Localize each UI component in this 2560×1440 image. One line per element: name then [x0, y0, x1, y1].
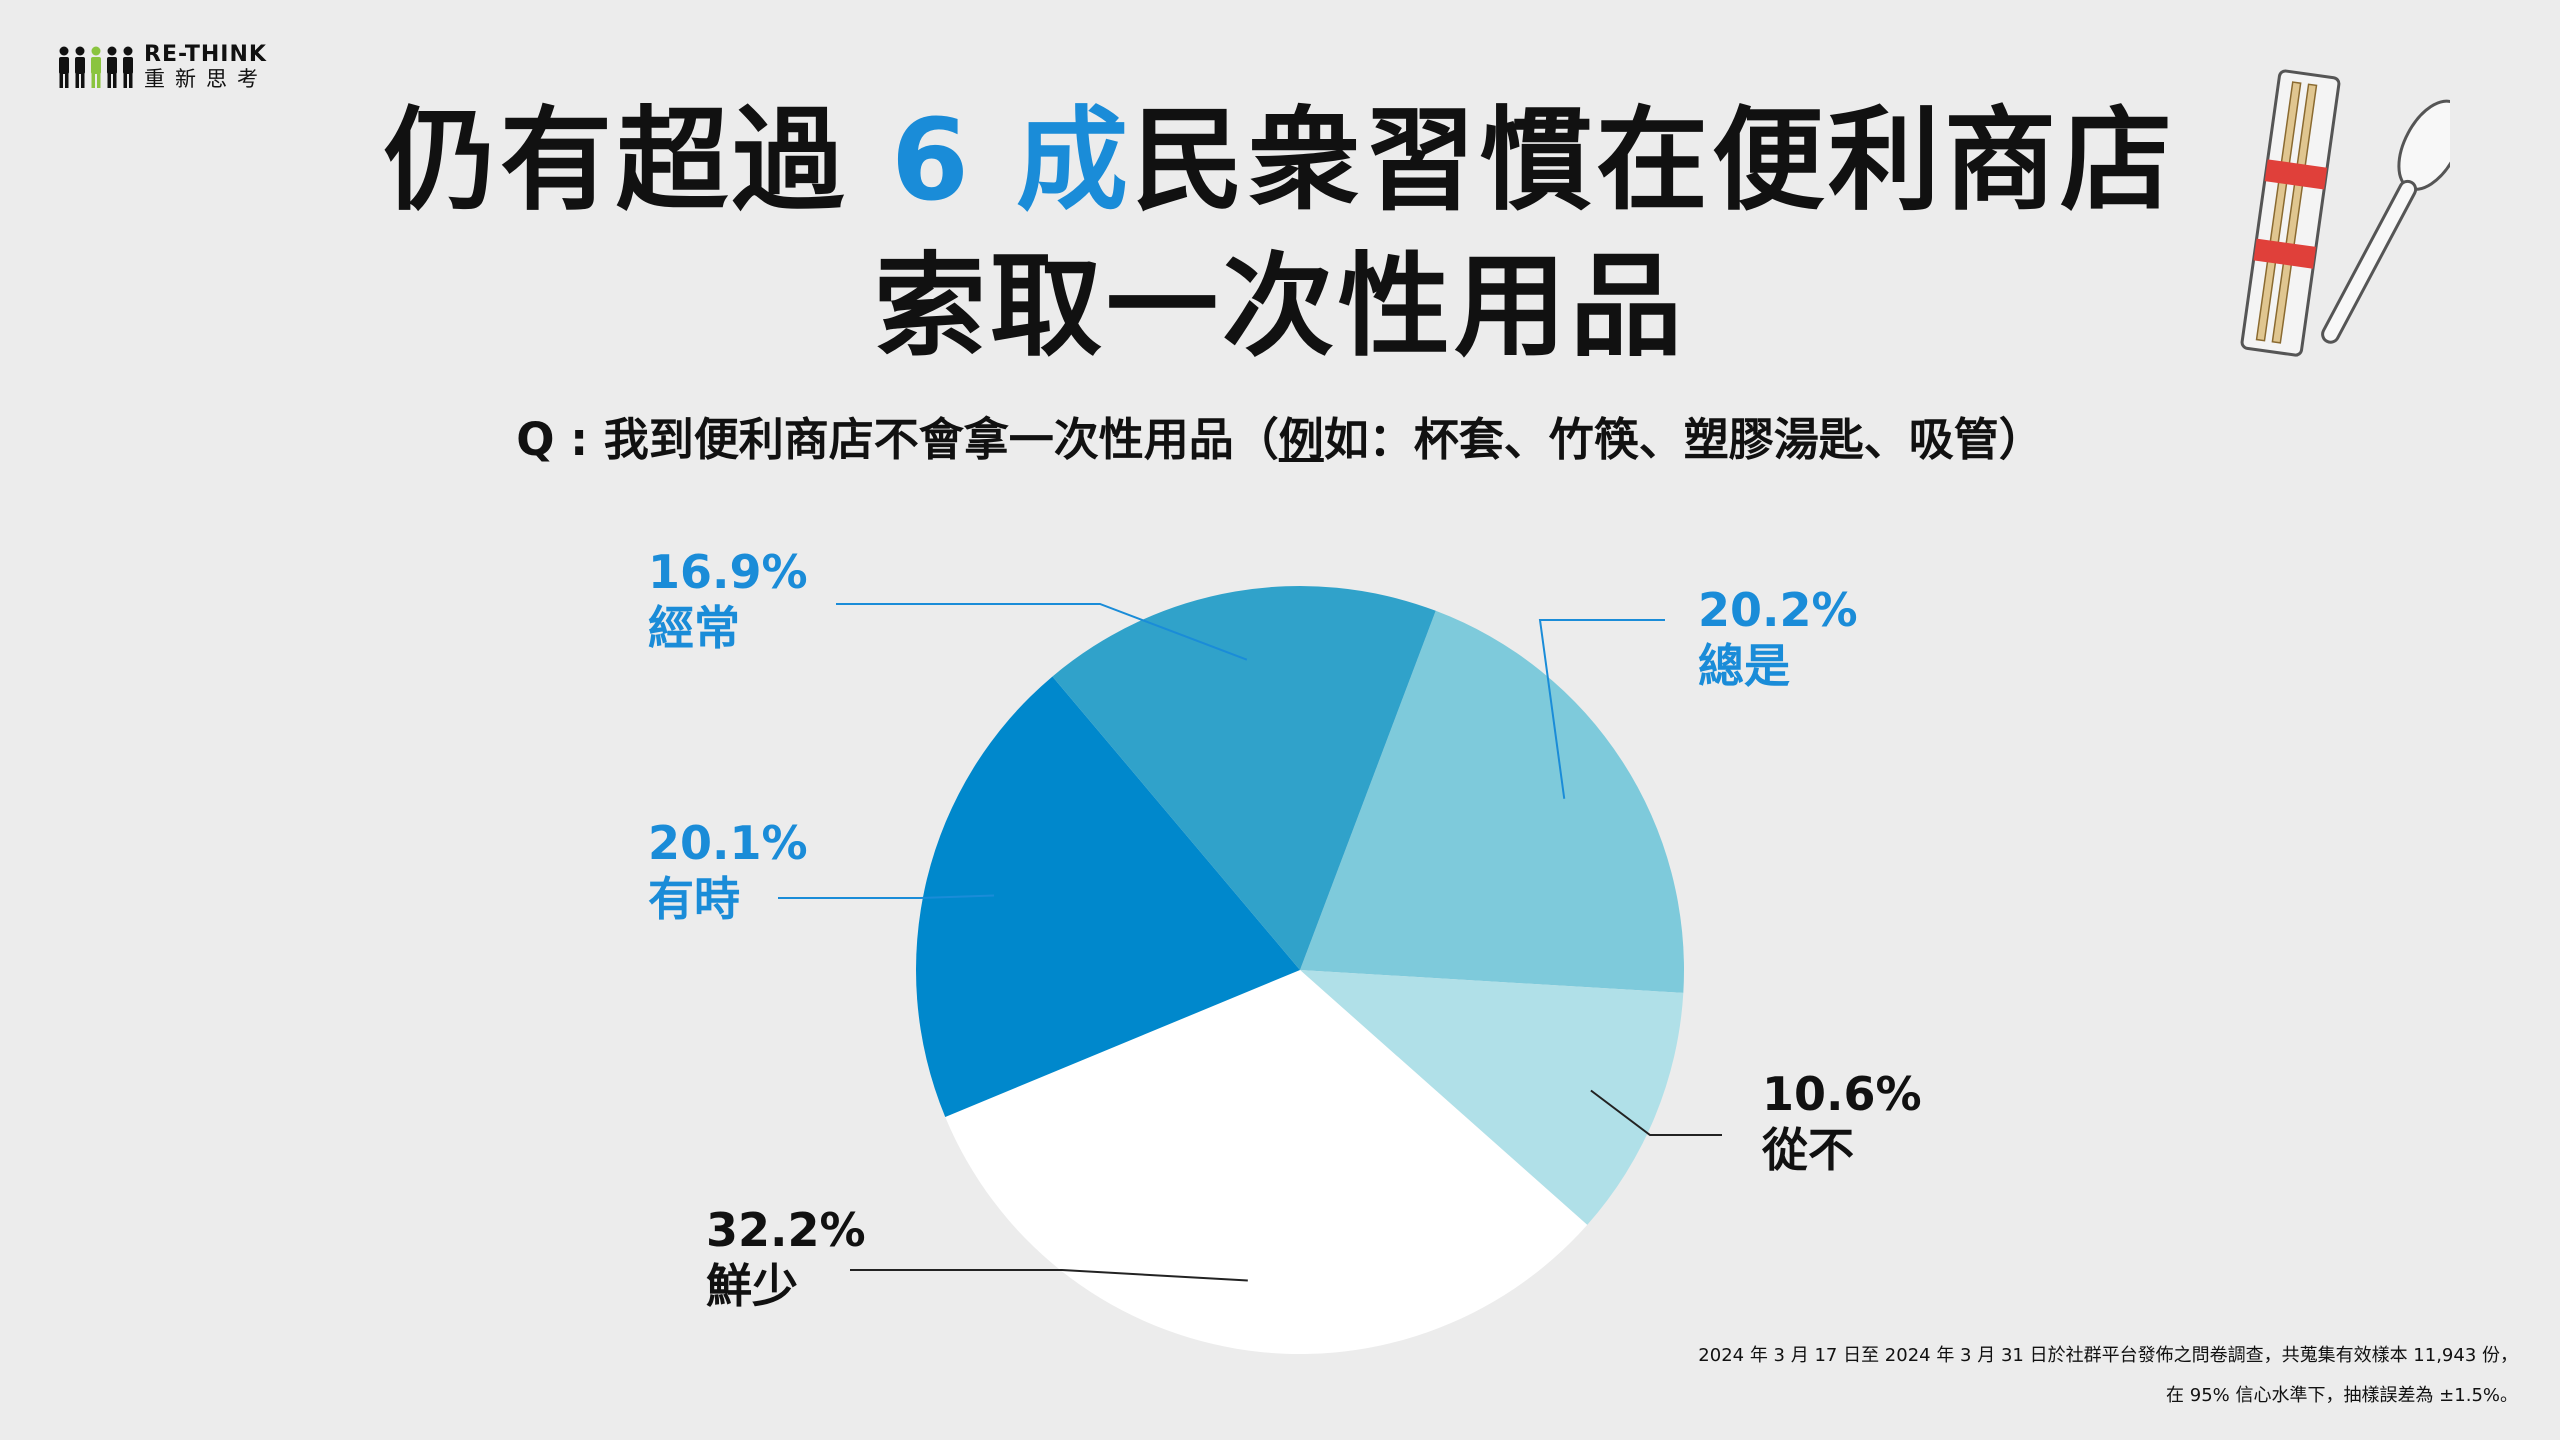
question-underlined: 例 [1278, 413, 1324, 466]
slice-value-always: 20.2% [1698, 583, 1858, 637]
slice-label-sometimes: 20.1% 有時 [648, 815, 808, 927]
slice-category-sometimes: 有時 [648, 872, 740, 926]
footnote-line-1: 2024 年 3 月 17 日至 2024 年 3 月 31 日於社群平台發佈之… [1698, 1345, 2518, 1366]
person-icon [123, 46, 133, 88]
slice-label-often: 16.9% 經常 [648, 544, 808, 656]
logo-brand-en: RE-THINK [144, 42, 267, 67]
title-highlight: 6 成 [891, 96, 1132, 226]
slice-value-never: 10.6% [1762, 1067, 1922, 1121]
survey-question: Q : 我到便利商店不會拿一次性用品（例如：杯套、竹筷、塑膠湯匙、吸管） [0, 410, 2560, 470]
footnote-line-2: 在 95% 信心水準下，抽樣誤差為 ±1.5%。 [2166, 1385, 2518, 1406]
pie-slice-rarely [945, 970, 1588, 1355]
slice-value-often: 16.9% [648, 545, 808, 599]
chopsticks-spoon-icon [2240, 69, 2450, 357]
person-icon [75, 46, 85, 88]
slice-category-never: 從不 [1762, 1123, 1854, 1177]
slice-label-rarely: 32.2% 鮮少 [706, 1202, 866, 1314]
logo-brand-zh: 重新思考 [144, 67, 268, 91]
slice-category-always: 總是 [1698, 639, 1790, 693]
leader-line-often [836, 603, 1248, 661]
rethink-logo: RE-THINK 重新思考 [58, 44, 268, 90]
pie-slice-often [1052, 586, 1436, 970]
pie-slice-never [1300, 970, 1684, 1225]
person-icon [107, 46, 117, 88]
slice-category-rarely: 鮮少 [706, 1259, 798, 1313]
slice-label-always: 20.2% 總是 [1698, 582, 1858, 694]
page-title: 仍有超過 6 成民衆習慣在便利商店 索取一次性用品 [0, 88, 2560, 380]
title-line-1: 仍有超過 6 成民衆習慣在便利商店 [0, 88, 2560, 234]
leader-line-never [1590, 1089, 1722, 1136]
title-line-1-before: 仍有超過 [384, 96, 849, 226]
question-suffix: 如：杯套、竹筷、塑膠湯匙、吸管） [1323, 413, 2044, 466]
leader-line-sometimes [778, 894, 995, 899]
slice-category-often: 經常 [648, 601, 740, 655]
person-icon [91, 46, 101, 88]
leader-line-rarely [850, 1269, 1248, 1282]
slice-label-never: 10.6% 從不 [1762, 1066, 1922, 1178]
title-line-2: 索取一次性用品 [874, 242, 1686, 372]
person-icon [59, 46, 69, 88]
slice-value-rarely: 32.2% [706, 1203, 866, 1257]
people-icon [58, 46, 134, 88]
leader-line-always [1538, 619, 1665, 799]
survey-footnote: 2024 年 3 月 17 日至 2024 年 3 月 31 日於社群平台發佈之… [1698, 1336, 2518, 1416]
pie-slice-always [1300, 610, 1685, 993]
slice-value-sometimes: 20.1% [648, 816, 808, 870]
title-line-1-after: 民衆習慣在便利商店 [1131, 96, 2176, 226]
question-prefix: Q : 我到便利商店不會拿一次性用品（ [516, 413, 1279, 466]
pie-slice-sometimes [916, 676, 1300, 1117]
